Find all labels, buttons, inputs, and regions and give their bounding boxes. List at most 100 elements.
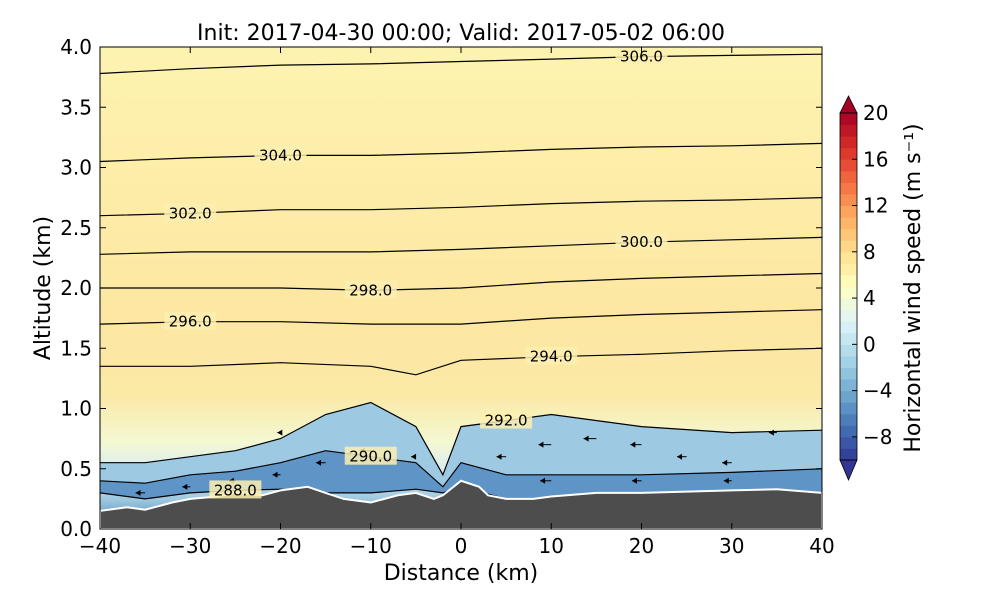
colorbar-tick-label: 16 bbox=[863, 147, 888, 171]
theta-contour-306.0 bbox=[100, 53, 822, 75]
colorbar-tick-label: 0 bbox=[863, 332, 876, 356]
wind-arrow-head bbox=[677, 453, 683, 460]
contour-label-bg bbox=[480, 410, 533, 429]
colorbar-segment bbox=[840, 321, 857, 334]
wind-arrow-head bbox=[540, 477, 546, 484]
colorbar-segment bbox=[840, 228, 857, 241]
contour-label-304.0: 304.0 bbox=[259, 146, 302, 164]
contour-label-294.0: 294.0 bbox=[530, 348, 573, 366]
theta-contour-290.0 bbox=[100, 450, 822, 488]
y-axis-label: Altitude (km) bbox=[31, 216, 56, 360]
y-tick-label: 2.5 bbox=[60, 216, 92, 240]
contour-label-bg bbox=[525, 346, 578, 365]
contour-label-306.0: 306.0 bbox=[620, 48, 663, 66]
theta-contour-294.0 bbox=[100, 347, 822, 376]
x-tick-label: 30 bbox=[719, 534, 744, 558]
colorbar-tick-label: 20 bbox=[863, 101, 888, 125]
colorbar-segment bbox=[840, 367, 857, 380]
chart-title: Init: 2017-04-30 00:00; Valid: 2017-05-0… bbox=[197, 21, 725, 46]
colorbar: −8 −4 0 4 8 12 16 20 bbox=[839, 95, 892, 482]
contour-label-bg bbox=[254, 145, 307, 164]
theta-contour-298.0 bbox=[100, 272, 822, 292]
theta-contour-304.0 bbox=[100, 142, 822, 163]
contour-label-bg bbox=[164, 311, 217, 330]
y-tick-label: 1.5 bbox=[60, 336, 92, 360]
contour-label-298.0: 298.0 bbox=[349, 281, 392, 299]
contour-label-bg bbox=[615, 46, 668, 65]
contour-label-302.0: 302.0 bbox=[169, 204, 212, 222]
wind-arrow-head bbox=[630, 441, 636, 448]
colorbar-segment bbox=[840, 159, 857, 172]
contour-label-bg bbox=[615, 232, 668, 251]
wind-arrow-head bbox=[277, 429, 283, 436]
colorbar-segment bbox=[840, 217, 857, 230]
colorbar-segment bbox=[840, 136, 857, 149]
wind-vectors bbox=[135, 429, 777, 496]
terrain bbox=[100, 479, 822, 529]
wind-arrow-head bbox=[723, 477, 729, 484]
wind-arrow-head bbox=[135, 489, 141, 496]
colorbar-segment bbox=[840, 113, 857, 126]
y-tick-label: 0.5 bbox=[60, 457, 92, 481]
colorbar-segment bbox=[840, 124, 857, 137]
x-tick-label: −20 bbox=[259, 534, 301, 558]
wind-arrow-head bbox=[496, 453, 502, 460]
x-tick-label: −30 bbox=[169, 534, 211, 558]
colorbar-segment bbox=[840, 344, 857, 357]
y-tick-label: 4.0 bbox=[60, 35, 92, 59]
x-tick-label: 40 bbox=[809, 534, 834, 558]
colorbar-segment bbox=[840, 170, 857, 183]
y-tick-label: 3.5 bbox=[60, 95, 92, 119]
colorbar-segment bbox=[840, 425, 857, 438]
wind-arrow-head bbox=[316, 459, 322, 466]
colorbar-segment bbox=[840, 286, 857, 299]
colorbar-tick-label: −8 bbox=[863, 425, 892, 449]
colorbar-segment bbox=[840, 355, 857, 368]
colorbar-segment bbox=[840, 332, 857, 345]
contour-label-290.0: 290.0 bbox=[349, 448, 392, 466]
contour-labels: 288.0 290.0 292.0 294.0 296.0 298.0 300.0 302.0… bbox=[164, 46, 668, 499]
x-tick-label: 20 bbox=[629, 534, 654, 558]
contour-label-bg bbox=[344, 446, 397, 465]
theta-contours bbox=[100, 53, 822, 500]
theta-contour-296.0 bbox=[100, 309, 822, 325]
wind-arrow-head bbox=[538, 441, 544, 448]
colorbar-tick-label: 12 bbox=[863, 194, 888, 218]
contour-label-bg bbox=[164, 203, 217, 222]
y-tick-label: 3.0 bbox=[60, 156, 92, 180]
y-axis: 0.0 0.5 1.0 1.5 2.0 2.5 3.0 3.5 4.0 bbox=[60, 35, 822, 541]
colorbar-segment bbox=[840, 251, 857, 264]
colorbar-segment bbox=[840, 413, 857, 426]
x-tick-label: 0 bbox=[455, 534, 468, 558]
colorbar-tick-label: 8 bbox=[863, 240, 876, 264]
colorbar-segment bbox=[840, 298, 857, 311]
colorbar-tick-label: 4 bbox=[863, 286, 876, 310]
theta-contour-292.0 bbox=[100, 401, 822, 477]
y-tick-label: 0.0 bbox=[60, 517, 92, 541]
colorbar-segment bbox=[840, 182, 857, 195]
wind-arrow-head bbox=[182, 483, 188, 490]
y-tick-label: 2.0 bbox=[60, 276, 92, 300]
contour-label-bg bbox=[209, 480, 262, 499]
theta-contour-302.0 bbox=[100, 197, 822, 217]
contour-label-292.0: 292.0 bbox=[485, 412, 528, 430]
wind-arrow-head bbox=[768, 429, 774, 436]
colorbar-segment bbox=[840, 402, 857, 415]
x-tick-label: 10 bbox=[539, 534, 564, 558]
colorbar-frame bbox=[839, 112, 858, 461]
wind-arrow-head bbox=[272, 471, 278, 478]
colorbar-extend-max bbox=[839, 95, 858, 114]
colorbar-segment bbox=[840, 390, 857, 403]
contour-label-bg bbox=[344, 280, 397, 299]
colorbar-segment bbox=[840, 240, 857, 253]
plot-area bbox=[100, 47, 822, 529]
colorbar-segment bbox=[840, 147, 857, 160]
contour-label-300.0: 300.0 bbox=[620, 233, 663, 251]
colorbar-segment bbox=[840, 193, 857, 207]
colorbar-extend-min bbox=[839, 459, 858, 482]
contour-label-296.0: 296.0 bbox=[169, 313, 212, 331]
colorbar-segment bbox=[840, 274, 857, 287]
wind-arrow-head bbox=[583, 435, 589, 442]
